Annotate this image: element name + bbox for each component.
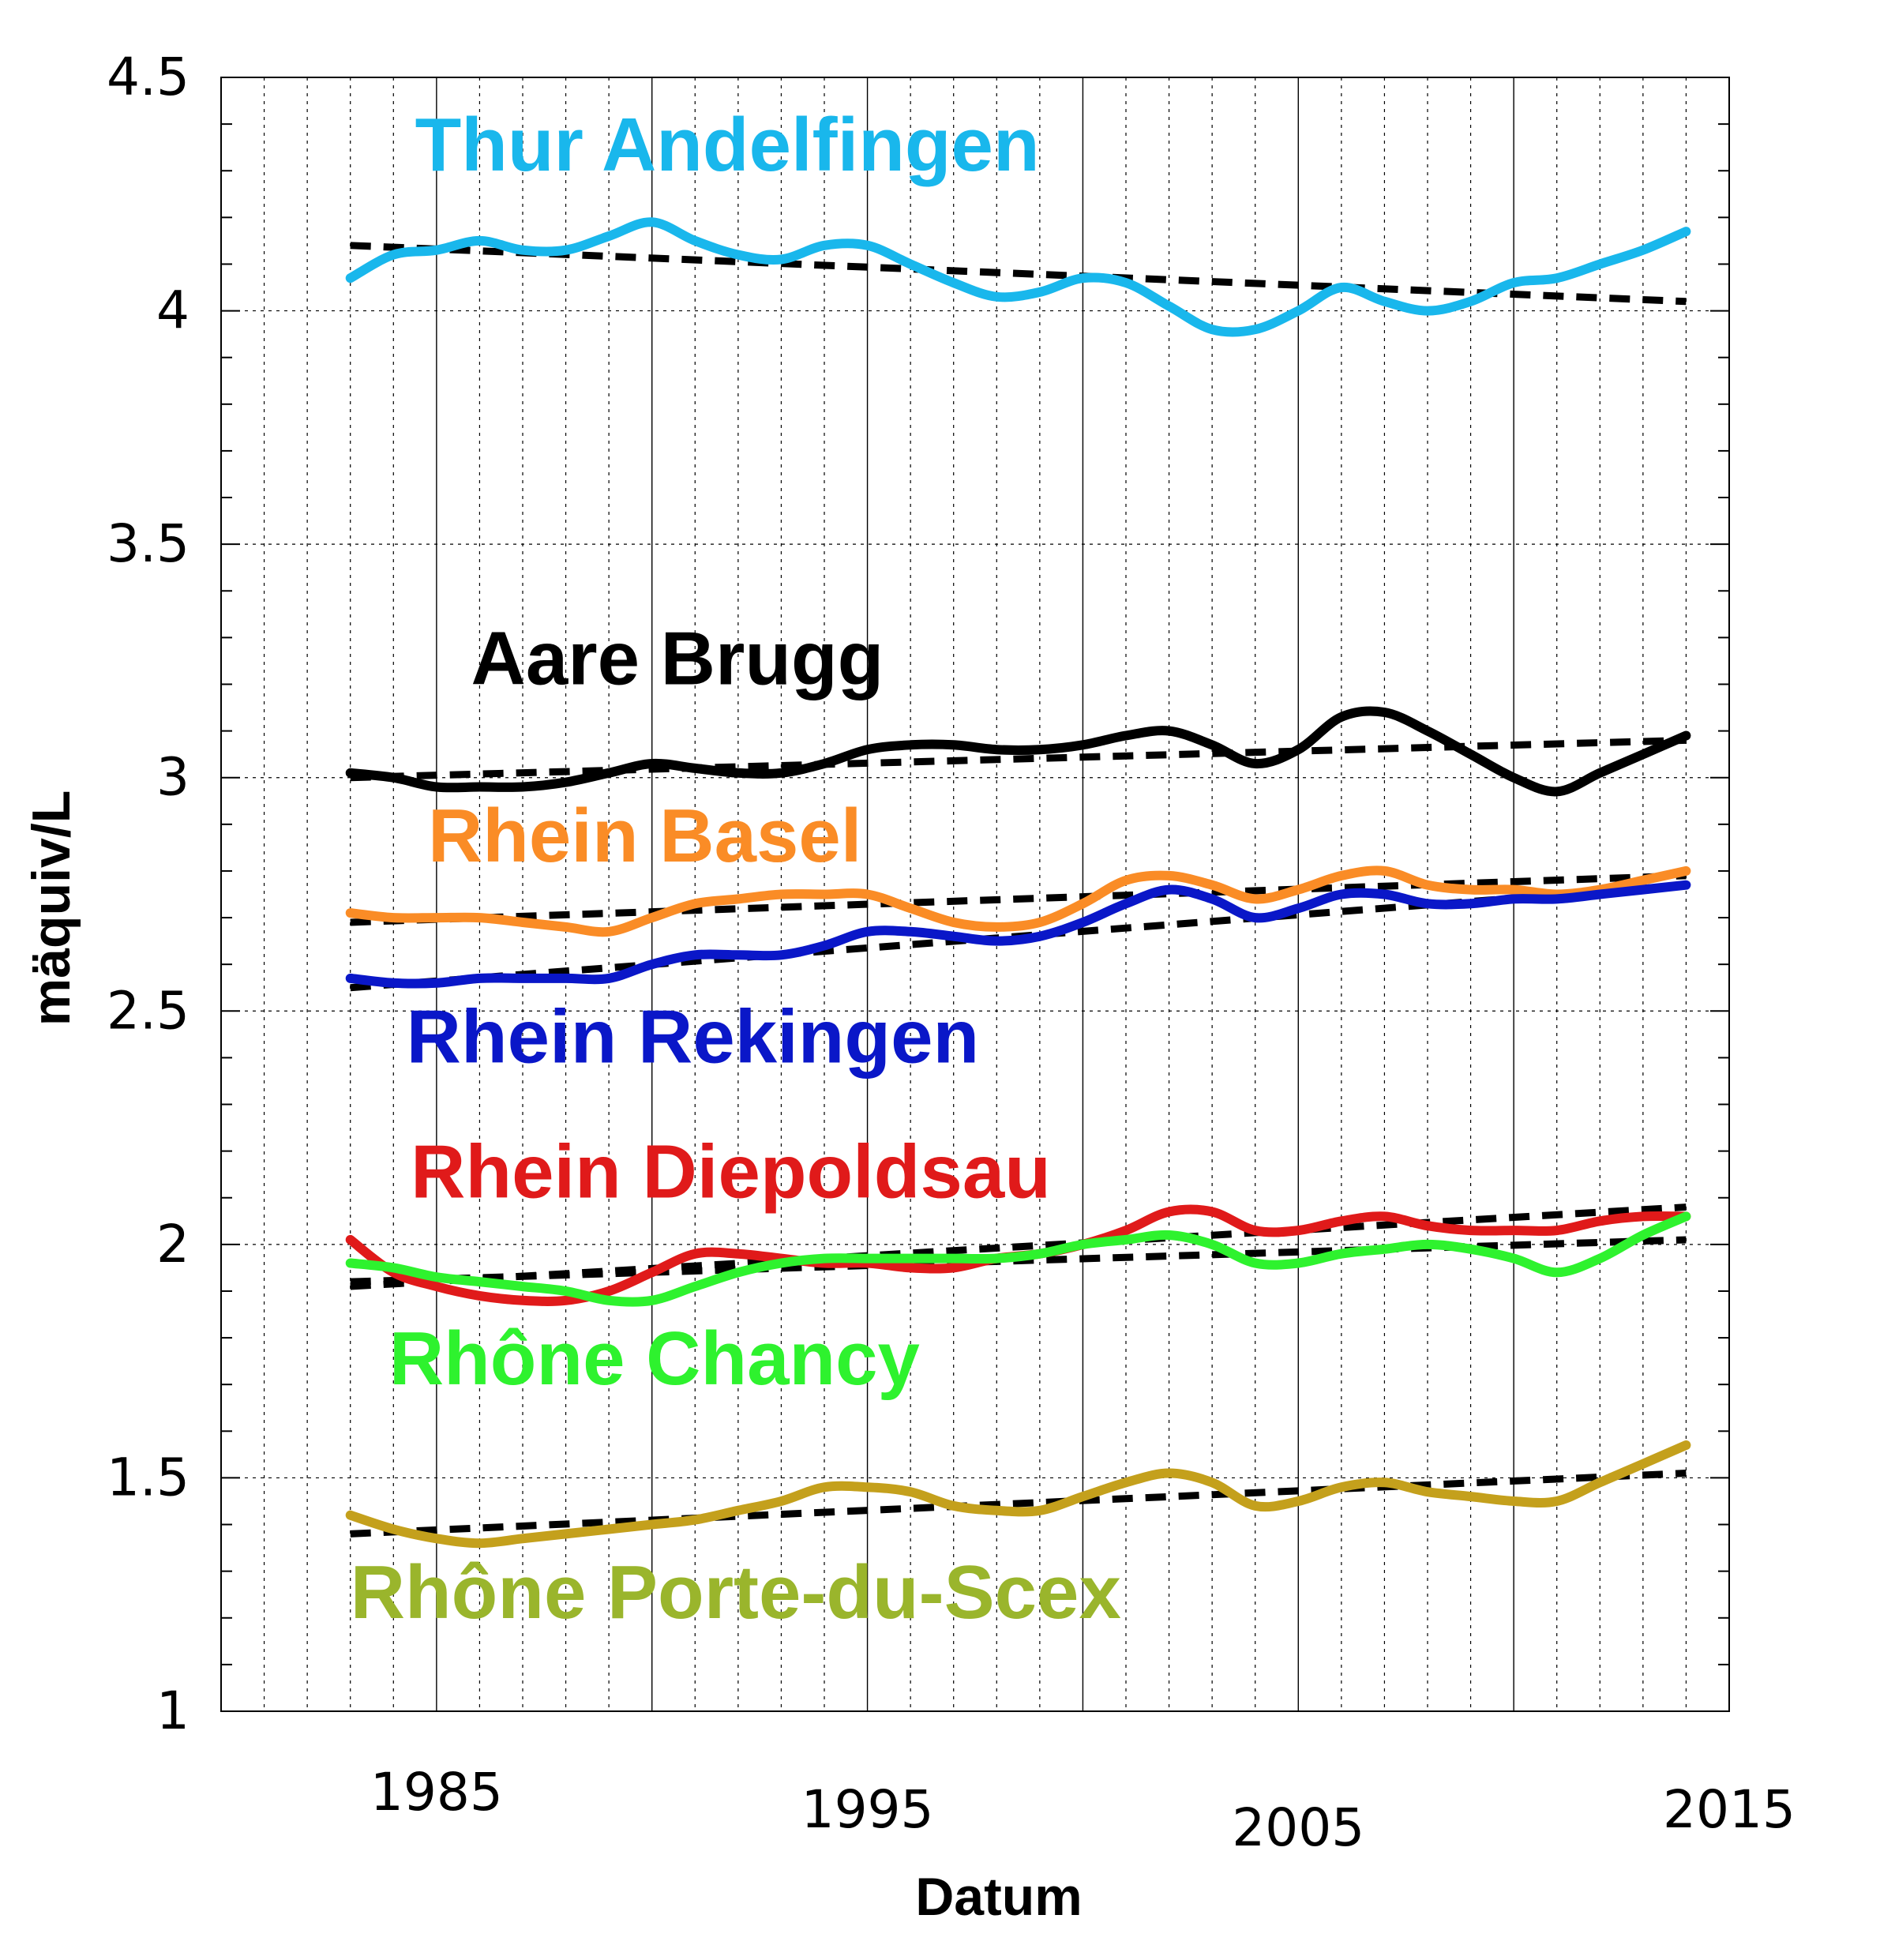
y-tick-label: 3 <box>156 747 190 808</box>
y-tick-label: 1.5 <box>107 1447 190 1508</box>
series-line-thur-andelfingen <box>345 217 1691 337</box>
series-line-rhone-chancy <box>345 1211 1691 1307</box>
x-axis-title: Datum <box>915 1867 1083 1927</box>
y-tick-label: 1 <box>156 1680 190 1741</box>
series-label-rhone-porte-du-scex: Rhône Porte-du-Scex <box>351 1550 1121 1635</box>
series-label-thur-andelfingen: Thur Andelfingen <box>415 103 1040 187</box>
series-lines <box>345 217 1691 1549</box>
x-tick-label: 1985 <box>370 1762 503 1823</box>
series-label-rhone-chancy: Rhône Chancy <box>389 1316 920 1401</box>
y-tick-label: 4.5 <box>107 47 190 107</box>
trend-line-rhein-diepoldsau <box>350 1203 1687 1290</box>
x-tick-label: 1995 <box>801 1779 934 1840</box>
trend-line-thur-andelfingen <box>350 242 1687 306</box>
series-label-rhein-diepoldsau: Rhein Diepoldsau <box>411 1130 1051 1215</box>
plot-frame <box>220 77 1730 1712</box>
series-label-aare-brugg: Aare Brugg <box>471 616 884 700</box>
x-tick-label: 2015 <box>1663 1779 1796 1840</box>
x-tick-label: 2005 <box>1232 1797 1364 1858</box>
series-labels: Thur Andelfingen Aare Brugg Rhein Basel Rhe… <box>351 103 1121 1635</box>
y-tick-label: 4 <box>156 280 190 341</box>
series-line-aare-brugg <box>345 706 1691 797</box>
series-label-rhein-basel: Rhein Basel <box>428 794 862 878</box>
tick-labels: 1 1.5 2 2.5 3 3.5 4 4.5 1985 1995 2005 2015 <box>107 47 1796 1858</box>
y-tick-label: 2 <box>156 1214 190 1275</box>
y-tick-label: 2.5 <box>107 980 190 1041</box>
y-axis-title: mäquiv/L <box>21 790 81 1027</box>
trend-line-rhone-porte-du-scex <box>350 1470 1687 1538</box>
series-label-rhein-rekingen: Rhein Rekingen <box>407 994 979 1079</box>
series-line-rhein-rekingen <box>345 880 1691 989</box>
y-tick-label: 3.5 <box>107 513 190 574</box>
series-line-rhein-basel <box>345 865 1691 937</box>
trend-line-rhein-basel <box>350 872 1687 926</box>
series-line-rhone-porte-du-scex <box>345 1440 1691 1549</box>
